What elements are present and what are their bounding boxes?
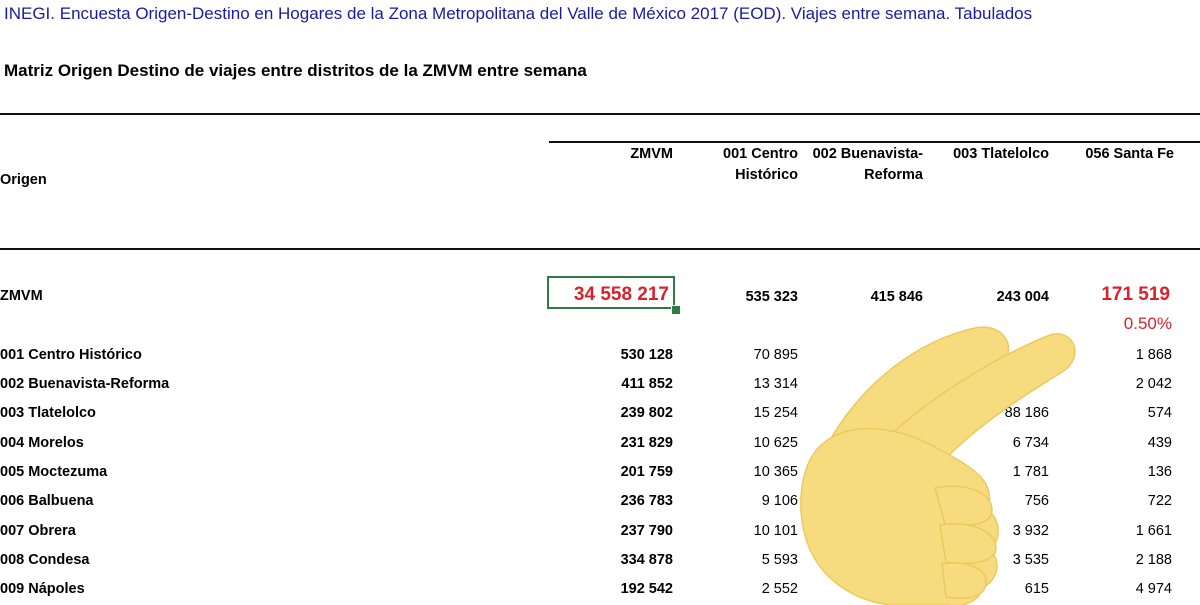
cell-santa-fe: 4 974 <box>1135 581 1172 597</box>
cell-zmvm: 201 759 <box>620 464 673 480</box>
cell-tlatelolco: 3 932 <box>1012 523 1049 539</box>
cell-zmvm: 530 128 <box>620 347 673 363</box>
table-title: Matriz Origen Destino de viajes entre di… <box>4 61 587 80</box>
column-header-line1: 002 Buenavista- <box>812 146 923 162</box>
cell-centro: 15 254 <box>753 405 798 421</box>
column-header-line2: Histórico <box>735 167 798 183</box>
cell-zmvm: 236 783 <box>620 493 673 509</box>
row-label: 004 Morelos <box>0 435 84 451</box>
cell-tlatelolco: 756 <box>1024 493 1049 509</box>
cell-centro: 10 101 <box>753 523 798 539</box>
cell-zmvm: 239 802 <box>620 405 673 421</box>
row-label: 007 Obrera <box>0 523 76 539</box>
cell-santa-fe: 1 661 <box>1135 523 1172 539</box>
pointing-hand-emoji-icon <box>800 326 1076 605</box>
source-line: INEGI. Encuesta Origen-Destino en Hogare… <box>4 4 1033 23</box>
row-label: 006 Balbuena <box>0 493 94 509</box>
cell-centro: 70 895 <box>753 347 798 363</box>
fill-handle[interactable] <box>671 305 681 315</box>
cell-centro: 2 552 <box>761 581 798 597</box>
cell-zmvm: 231 829 <box>620 435 673 451</box>
row-label: 002 Buenavista-Reforma <box>0 376 170 392</box>
header-bottom-rule <box>0 248 1200 250</box>
column-header-line1: ZMVM <box>630 146 673 162</box>
santa-fe-percentage: 0.50% <box>1123 314 1172 333</box>
cell-centro: 9 106 <box>761 493 798 509</box>
column-header-line1: 056 Santa Fe <box>1085 146 1174 162</box>
total-value-santa-fe: 171 519 <box>1101 284 1170 305</box>
cell-centro: 10 625 <box>753 435 798 451</box>
column-header-line2: Reforma <box>864 167 923 183</box>
cell-zmvm: 411 852 <box>621 376 673 392</box>
cell-tlatelolco: 3 535 <box>1012 552 1049 568</box>
column-header-line1: 001 Centro <box>723 146 798 162</box>
column-header-buenavista-reforma: 002 Buenavista- Reforma <box>793 144 923 186</box>
column-header-santa-fe: 056 Santa Fe <box>1054 144 1174 165</box>
row-label: 008 Condesa <box>0 552 90 568</box>
cell-tlatelolco: 615 <box>1024 581 1049 597</box>
row-header-origen: Origen <box>0 172 47 188</box>
total-row-label: ZMVM <box>0 288 43 304</box>
cell-centro: 5 593 <box>761 552 798 568</box>
column-header-zmvm: ZMVM <box>553 144 673 165</box>
header-top-rule <box>549 141 1200 143</box>
cell-santa-fe: 2 188 <box>1135 552 1172 568</box>
total-value-buenavista: 415 846 <box>870 289 923 305</box>
cell-santa-fe: 136 <box>1147 464 1172 480</box>
selected-cell-outline[interactable] <box>547 276 675 309</box>
cell-centro: 13 314 <box>753 376 798 392</box>
cell-tlatelolco: 88 186 <box>1004 405 1049 421</box>
column-header-centro-historico: 001 Centro Histórico <box>688 144 798 186</box>
cell-zmvm: 334 878 <box>620 552 673 568</box>
cell-zmvm: 192 542 <box>620 581 673 597</box>
row-label: 009 Nápoles <box>0 581 85 597</box>
total-value-tlatelolco: 243 004 <box>996 289 1049 305</box>
column-header-line1: 003 Tlatelolco <box>953 146 1049 162</box>
column-header-tlatelolco: 003 Tlatelolco <box>929 144 1049 165</box>
cell-tlatelolco: 6 734 <box>1012 435 1049 451</box>
row-label: 005 Moctezuma <box>0 464 108 480</box>
cell-tlatelolco: 1 781 <box>1012 464 1049 480</box>
cell-santa-fe: 574 <box>1147 405 1172 421</box>
table-top-rule <box>0 113 1200 115</box>
cell-centro: 10 365 <box>753 464 798 480</box>
total-value-centro: 535 323 <box>745 289 798 305</box>
cell-santa-fe: 439 <box>1147 435 1172 451</box>
cell-santa-fe: 1 868 <box>1135 347 1172 363</box>
row-label: 001 Centro Histórico <box>0 347 142 363</box>
row-label: 003 Tlatelolco <box>0 405 96 421</box>
cell-zmvm: 237 790 <box>620 523 673 539</box>
cell-santa-fe: 2 042 <box>1135 376 1172 392</box>
cell-santa-fe: 722 <box>1147 493 1172 509</box>
total-zmvm-value: 34 558 217 <box>573 284 669 305</box>
